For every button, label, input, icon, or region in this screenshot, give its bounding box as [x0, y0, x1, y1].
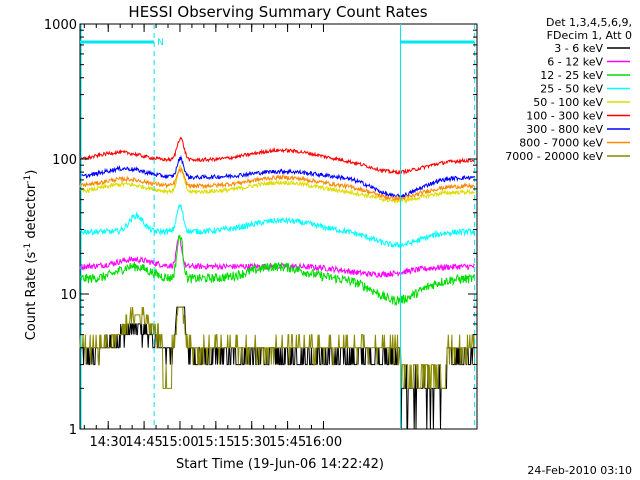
y-axis-label-sup-2: -1: [23, 175, 33, 184]
x-tick-label-6: 16:00: [305, 435, 342, 450]
x-tick-label-1: 14:45: [125, 435, 162, 450]
y-axis: 1 10 100 1000: [44, 18, 477, 438]
plot-area: N: [79, 23, 478, 430]
series-line-3: [79, 204, 476, 249]
y-axis-label-mid: detector: [24, 183, 39, 243]
legend-label-8: 7000 - 20000 keV: [505, 150, 603, 163]
y-tick-label-1: 10: [60, 288, 77, 303]
x-tick-label-4: 15:30: [233, 435, 270, 450]
series-line-6: [79, 154, 476, 200]
plot-frame: [79, 23, 478, 430]
legend-label-6: 300 - 800 keV: [526, 123, 603, 136]
legend-label-1: 6 - 12 keV: [547, 56, 603, 69]
series-line-0: [79, 306, 475, 430]
x-tick-label-2: 15:00: [161, 435, 198, 450]
y-tick-label-3: 1000: [44, 18, 77, 33]
legend-label-5: 100 - 300 keV: [526, 110, 603, 123]
legend-label-4: 50 - 100 keV: [533, 96, 603, 109]
series-line-7: [79, 167, 475, 202]
night-bar-label-0: N: [157, 38, 164, 48]
y-tick-label-2: 100: [52, 153, 77, 168]
legend-header-line-1: Det 1,3,4,5,6,9,: [546, 16, 632, 29]
y-axis-label-sup-1: -1: [23, 243, 33, 252]
series-line-5: [79, 136, 476, 176]
series-line-4: [79, 164, 476, 204]
y-tick-label-0: 1: [69, 423, 77, 438]
y-axis-label: Count Rate (s-1 detector-1): [23, 170, 39, 341]
series-line-8: [79, 306, 476, 389]
x-axis-label: Start Time (19-Jun-06 14:22:42): [176, 457, 384, 472]
x-tick-label-3: 15:15: [197, 435, 234, 450]
y-axis-label-end: ): [24, 170, 39, 175]
legend-label-2: 12 - 25 keV: [540, 69, 603, 82]
legend-label-7: 800 - 7000 keV: [519, 137, 603, 150]
legend: Det 1,3,4,5,6,9, FDecim 1, Att 0 3 - 6 k…: [505, 16, 632, 163]
legend-label-3: 25 - 50 keV: [540, 83, 603, 96]
y-axis-label-main: Count Rate (s: [24, 252, 39, 341]
legend-header-line-2: FDecim 1, Att 0: [547, 29, 632, 42]
series-line-2: [79, 234, 476, 307]
x-tick-label-5: 15:45: [269, 435, 306, 450]
x-tick-label-0: 14:30: [89, 435, 126, 450]
chart-title: HESSI Observing Summary Count Rates: [128, 3, 427, 21]
footer-date: 24-Feb-2010 03:10: [527, 464, 632, 477]
legend-label-0: 3 - 6 keV: [554, 42, 603, 55]
